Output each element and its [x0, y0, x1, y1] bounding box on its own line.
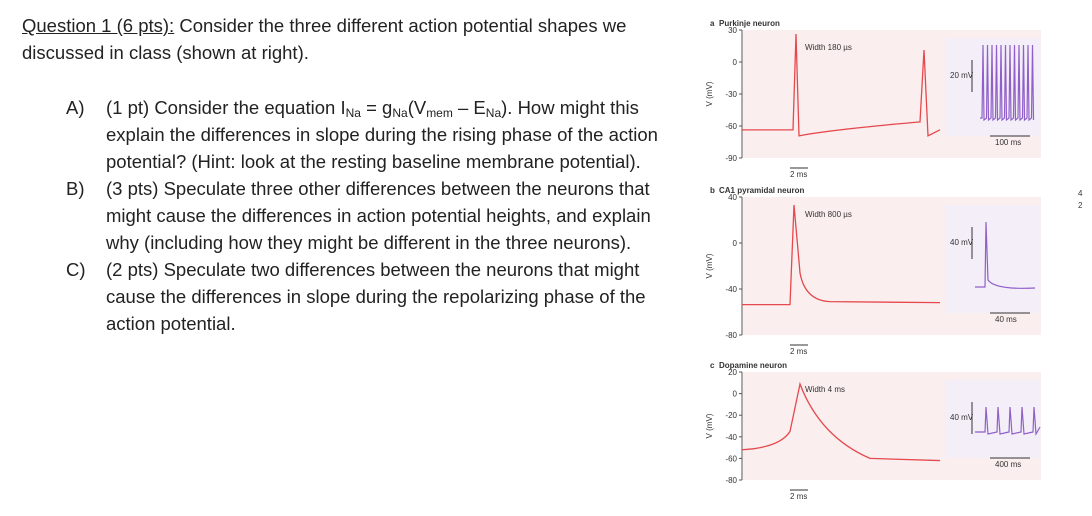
amp-label: 20 mV — [950, 71, 974, 80]
edge-number: 2 — [1078, 201, 1083, 210]
panel-title: CA1 pyramidal neuron — [719, 186, 804, 195]
amp-label: 40 mV — [950, 238, 974, 247]
time-label: 100 ms — [995, 138, 1021, 147]
part-text: (1 pt) Consider the equation INa = gNa(V… — [106, 94, 672, 175]
y-tick-label: -90 — [725, 154, 737, 163]
y-tick-label: -40 — [725, 433, 737, 442]
text: – E — [452, 97, 486, 118]
y-tick-label: 40 — [728, 193, 737, 202]
y-tick-label: 0 — [733, 239, 738, 248]
amp-label: 40 mV — [950, 413, 974, 422]
y-axis-label: V (mV) — [705, 413, 714, 438]
y-tick-label: -80 — [725, 476, 737, 485]
inset — [945, 205, 1040, 313]
part: A) (1 pt) Consider the equation INa = gNa… — [66, 94, 672, 175]
edge-number: 4 — [1078, 189, 1083, 198]
subscript: Na — [485, 106, 502, 120]
width-label: Width 4 ms — [805, 385, 845, 394]
panel-letter: b — [710, 186, 715, 195]
text: (3 pts) Speculate three other difference… — [106, 178, 651, 253]
y-tick-label: 20 — [728, 368, 737, 377]
question-title: Question 1 (6 pts): — [22, 15, 175, 36]
subscript: Na — [392, 106, 408, 120]
trace — [741, 381, 941, 462]
panel-letter: c — [710, 361, 715, 370]
y-tick-label: 0 — [733, 58, 738, 67]
text: = g — [360, 97, 393, 118]
text: (1 pt) Consider the equation I — [106, 97, 346, 118]
part: B) (3 pts) Speculate three other differen… — [66, 175, 672, 256]
subscript: mem — [426, 106, 453, 120]
width-label: Width 180 µs — [805, 43, 852, 52]
text: (2 pts) Speculate two differences betwee… — [106, 259, 646, 334]
text: ). How might this explain the difference… — [106, 97, 658, 172]
panel-title: Purkinje neuron — [719, 19, 780, 28]
text: (V — [407, 97, 427, 118]
inset-trace — [980, 44, 1035, 122]
scale-label: 2 ms — [790, 347, 807, 356]
time-label: 40 ms — [995, 315, 1017, 324]
panel-letter: a — [710, 19, 715, 28]
y-tick-label: -30 — [725, 90, 737, 99]
scale-label: 2 ms — [790, 170, 807, 179]
part-label: A) — [66, 97, 85, 118]
y-axis-label: V (mV) — [705, 253, 714, 278]
question-text: Question 1 (6 pts): Consider the three d… — [22, 12, 672, 337]
part: C) (2 pts) Speculate two differences betw… — [66, 256, 672, 337]
y-tick-label: -60 — [725, 122, 737, 131]
part-label: C) — [66, 259, 86, 280]
inset — [945, 380, 1040, 458]
part-text: (3 pts) Speculate three other difference… — [106, 175, 672, 256]
inset-trace — [975, 406, 1041, 437]
question-body: Consider the three different action pote… — [22, 15, 627, 63]
y-tick-label: 0 — [733, 390, 738, 399]
y-tick-label: -40 — [725, 285, 737, 294]
y-tick-label: -60 — [725, 454, 737, 463]
y-tick-label: -20 — [725, 411, 737, 420]
panel-title: Dopamine neuron — [719, 361, 787, 370]
question: Question 1 (6 pts): Consider the three d… — [22, 12, 672, 66]
time-label: 400 ms — [995, 460, 1021, 469]
trace — [742, 204, 941, 306]
y-tick-label: 30 — [728, 26, 737, 35]
y-axis-label: V (mV) — [705, 81, 714, 106]
trace — [742, 33, 941, 137]
inset-trace — [975, 221, 1036, 289]
part-label: B) — [66, 178, 85, 199]
width-label: Width 800 µs — [805, 210, 852, 219]
part-text: (2 pts) Speculate two differences betwee… — [106, 256, 672, 337]
parts: A) (1 pt) Consider the equation INa = gNa… — [22, 94, 672, 337]
scale-label: 2 ms — [790, 492, 807, 501]
subscript: Na — [345, 106, 361, 120]
y-tick-label: -80 — [725, 331, 737, 340]
